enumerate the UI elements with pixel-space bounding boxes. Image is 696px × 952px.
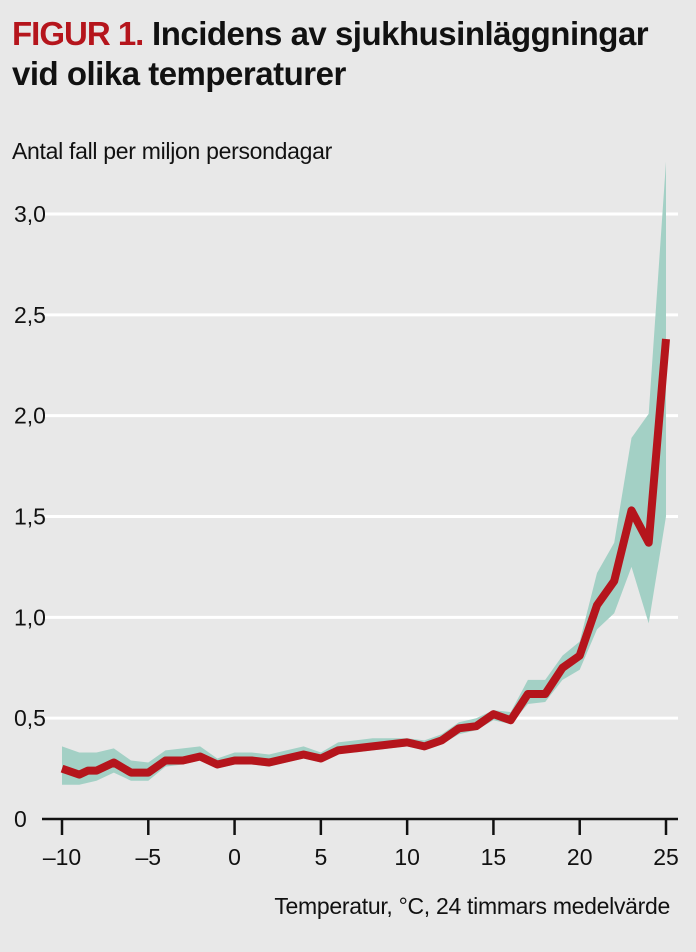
x-tick-label: 5 — [314, 844, 327, 870]
x-axis-ticks: –10 –5 0 5 10 15 20 25 — [43, 844, 679, 870]
x-tick-label: 15 — [481, 844, 507, 870]
x-tick-label: –10 — [43, 844, 81, 870]
y-axis-ticks: 0 0,5 1,0 1,5 2,0 2,5 3,0 — [14, 201, 46, 832]
x-tick-label: 20 — [567, 844, 593, 870]
x-tick-label: –5 — [135, 844, 161, 870]
confidence-band-group — [62, 161, 666, 785]
y-tick-label: 1,0 — [14, 604, 46, 630]
x-axis — [42, 817, 678, 835]
x-tick-label: 0 — [228, 844, 241, 870]
series-line-group — [60, 338, 670, 779]
y-tick-label: 1,5 — [14, 504, 46, 530]
x-tick-label: 25 — [653, 844, 679, 870]
y-tick-label: 3,0 — [14, 201, 46, 227]
y-tick-label: 0 — [14, 806, 27, 832]
y-tick-label: 0,5 — [14, 705, 46, 731]
gridlines — [42, 212, 678, 720]
y-axis-label: Antal fall per miljon persondagar — [12, 138, 332, 164]
figure-label: FIGUR 1. — [12, 15, 144, 52]
figure-title: FIGUR 1. Incidens av sjukhusinläggningar… — [12, 14, 682, 94]
series-line — [60, 338, 670, 779]
x-axis-label: Temperatur, °C, 24 timmars medelvärde — [274, 893, 670, 919]
y-tick-label: 2,5 — [14, 302, 46, 328]
figure-title-text: Incidens av sjukhusinläggningar vid olik… — [12, 15, 649, 92]
confidence-band — [62, 161, 666, 785]
y-tick-label: 2,0 — [14, 403, 46, 429]
x-tick-label: 10 — [394, 844, 420, 870]
